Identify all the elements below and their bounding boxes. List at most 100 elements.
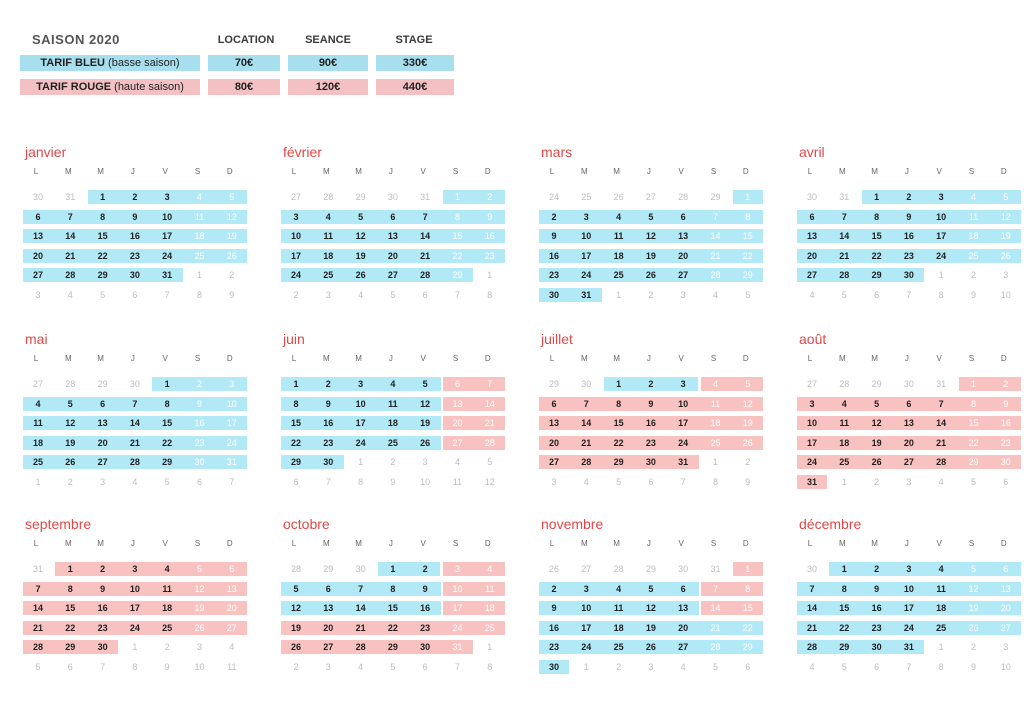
- day-cell: 24: [936, 250, 947, 261]
- day-cell: 14: [32, 603, 43, 613]
- day-cell: 6: [551, 398, 557, 409]
- day-cell: 17: [678, 418, 689, 428]
- weekday-label: L: [33, 167, 39, 176]
- day-cell: 28: [710, 270, 721, 280]
- day-cell: 15: [65, 603, 76, 613]
- weekday-label: V: [936, 167, 942, 176]
- day-cell: 5: [745, 379, 751, 389]
- day-cell: 30: [194, 457, 205, 467]
- weekday-label: L: [807, 354, 813, 363]
- day-cell: 10: [355, 398, 366, 409]
- weekday-label: L: [33, 354, 39, 363]
- adjacent-month-day: 8: [358, 476, 364, 487]
- day-cell: 2: [100, 564, 106, 574]
- day-cell: 31: [806, 476, 817, 487]
- adjacent-month-day: 26: [613, 192, 624, 202]
- day-cell: 18: [484, 603, 495, 613]
- day-cell: 6: [809, 211, 815, 222]
- day-cell: 1: [745, 192, 751, 202]
- day-cell: 19: [420, 418, 431, 428]
- adjacent-month-day: 2: [164, 642, 170, 652]
- day-cell: 22: [742, 622, 753, 633]
- day-cell: 15: [742, 231, 753, 241]
- day-cell: 8: [67, 583, 73, 594]
- tariff-blue-seance: 90€: [288, 55, 368, 71]
- weekday-label: M: [613, 354, 620, 363]
- day-cell: 8: [100, 211, 106, 222]
- month-3: mars L M M J V S D 24 25 26 27 28 29 1 2 3 4 5 6 7 8 9 10 11 12 13…: [539, 144, 764, 314]
- day-cell: 16: [548, 622, 559, 633]
- weekday-label: J: [646, 167, 651, 176]
- adjacent-month-day: 1: [35, 476, 41, 487]
- adjacent-month-day: 7: [164, 289, 170, 300]
- red-season-bar: [23, 640, 118, 654]
- day-cell: 10: [806, 418, 817, 428]
- day-cell: 31: [678, 457, 689, 467]
- day-cell: 18: [968, 231, 979, 241]
- day-cell: 18: [194, 231, 205, 241]
- day-cell: 8: [745, 211, 751, 222]
- day-cell: 4: [35, 398, 41, 409]
- day-cell: 26: [226, 250, 237, 261]
- month-5: mai L M M J V S D 27 28 29 30 1 2 3 4 5 6 7 8 9 10 11 12 13 14 15 1…: [23, 331, 248, 501]
- red-season-bar: [797, 474, 828, 489]
- month-title: octobre: [283, 516, 330, 532]
- day-cell: 3: [164, 192, 170, 202]
- day-cell: 10: [162, 211, 173, 222]
- day-cell: 5: [874, 398, 880, 409]
- day-cell: 7: [358, 583, 364, 594]
- day-cell: 8: [874, 211, 880, 222]
- adjacent-month-day: 2: [745, 457, 751, 467]
- day-cell: 28: [710, 642, 721, 652]
- weekday-label: M: [322, 167, 330, 176]
- day-cell: 2: [551, 583, 557, 594]
- day-cell: 16: [484, 231, 495, 241]
- day-cell: 11: [323, 231, 334, 241]
- day-cell: 26: [355, 270, 366, 280]
- tariff-blue-sub: (basse saison): [108, 57, 180, 69]
- tariff-red-label: TARIF ROUGE (haute saison): [20, 79, 200, 95]
- day-cell: 25: [936, 622, 947, 633]
- day-cell: 20: [806, 250, 817, 261]
- day-cell: 16: [548, 250, 559, 261]
- adjacent-month-day: 10: [1000, 661, 1011, 672]
- adjacent-month-day: 7: [906, 289, 912, 300]
- day-cell: 5: [229, 192, 235, 202]
- adjacent-month-day: 1: [196, 270, 202, 280]
- adjacent-month-day: 6: [874, 661, 880, 672]
- day-cell: 16: [903, 231, 914, 241]
- day-cell: 18: [323, 250, 334, 261]
- day-cell: 15: [742, 603, 753, 613]
- adjacent-month-day: 7: [454, 661, 460, 672]
- day-cell: 16: [1000, 418, 1011, 428]
- red-season-bar: [958, 377, 1022, 391]
- adjacent-month-day: 4: [358, 289, 364, 300]
- day-cell: 11: [485, 583, 495, 594]
- day-cell: 19: [194, 603, 205, 613]
- day-cell: 22: [387, 622, 398, 633]
- day-cell: 18: [387, 418, 398, 428]
- adjacent-month-day: 9: [390, 476, 396, 487]
- day-cell: 11: [33, 418, 43, 428]
- day-cell: 2: [551, 211, 557, 222]
- day-cell: 7: [67, 211, 73, 222]
- adjacent-month-day: 8: [487, 289, 493, 300]
- blue-season-bar: [23, 455, 248, 469]
- day-cell: 18: [710, 418, 721, 428]
- adjacent-month-day: 7: [906, 661, 912, 672]
- month-12: décembre L M M J V S D 30 1 2 3 4 5 6 7 8 9 10 11 12 13 14 15 16…: [797, 516, 1022, 686]
- day-cell: 10: [936, 211, 947, 222]
- day-cell: 26: [194, 622, 205, 633]
- weekday-label: L: [291, 167, 297, 176]
- adjacent-month-day: 5: [390, 661, 396, 672]
- blue-season-bar: [539, 248, 764, 263]
- adjacent-month-day: 8: [196, 289, 202, 300]
- day-cell: 5: [358, 211, 364, 222]
- weekday-label: V: [678, 354, 684, 363]
- day-cell: 10: [581, 603, 592, 613]
- weekday-label: M: [580, 167, 588, 176]
- blue-season-bar: [732, 190, 764, 204]
- adjacent-month-day: 8: [132, 661, 138, 672]
- day-cell: 8: [616, 398, 622, 409]
